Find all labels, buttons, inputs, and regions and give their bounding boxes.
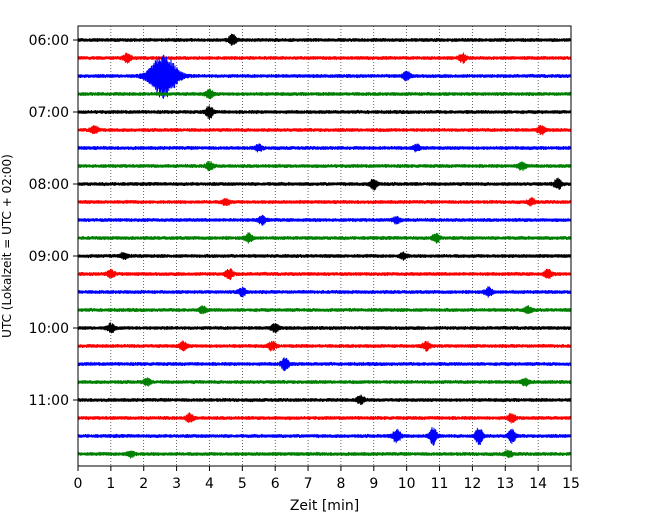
seismogram-trace bbox=[77, 232, 572, 244]
x-tick-label: 15 bbox=[562, 476, 580, 492]
seismogram-trace bbox=[77, 412, 572, 424]
grid-lines bbox=[110, 26, 539, 466]
y-tick-label: 11:00 bbox=[29, 393, 69, 409]
y-tick-label: 08:00 bbox=[29, 177, 69, 193]
x-tick-label: 8 bbox=[336, 476, 345, 492]
x-axis-ticks: 0 1 2 3 4 5 6 7 8 9 10 11 12 13 14 15 bbox=[74, 466, 580, 492]
x-tick-label: 5 bbox=[238, 476, 247, 492]
seismogram-trace bbox=[77, 124, 572, 136]
y-tick-label: 06:00 bbox=[29, 33, 69, 49]
seismogram-trace bbox=[77, 322, 572, 334]
seismogram-trace bbox=[77, 340, 572, 352]
seismogram-trace bbox=[77, 214, 572, 226]
seismogram-traces bbox=[77, 33, 572, 459]
x-tick-label: 1 bbox=[106, 476, 115, 492]
x-tick-label: 3 bbox=[172, 476, 181, 492]
x-axis-title: Zeit [min] bbox=[290, 498, 359, 514]
y-tick-label: 07:00 bbox=[29, 105, 69, 121]
seismogram-trace bbox=[77, 33, 572, 46]
seismogram-trace bbox=[77, 88, 572, 100]
seismogram-trace bbox=[77, 197, 572, 207]
x-tick-label: 7 bbox=[304, 476, 313, 492]
seismogram-trace bbox=[77, 143, 572, 153]
seismogram-trace bbox=[77, 160, 572, 172]
seismogram-trace bbox=[77, 377, 572, 387]
seismogram-trace bbox=[77, 177, 572, 191]
y-tick-label: 09:00 bbox=[29, 249, 69, 265]
seismogram-trace bbox=[77, 251, 572, 261]
plot-frame bbox=[77, 25, 572, 467]
seismogram-trace bbox=[77, 268, 572, 281]
seismogram-trace bbox=[77, 105, 572, 120]
x-tick-label: 9 bbox=[369, 476, 378, 492]
x-tick-label: 4 bbox=[205, 476, 214, 492]
x-tick-label: 13 bbox=[496, 476, 514, 492]
x-tick-label: 11 bbox=[431, 476, 449, 492]
x-tick-label: 2 bbox=[139, 476, 148, 492]
seismogram-trace bbox=[77, 427, 572, 446]
y-axis-title: UTC (Lokalzeit = UTC + 02:00) bbox=[0, 154, 14, 338]
y-axis-ticks: 06:00 07:00 08:00 09:00 10:00 11:00 bbox=[29, 33, 78, 409]
seismogram-trace bbox=[77, 305, 572, 315]
seismogram-trace bbox=[77, 52, 572, 64]
seismogram-trace bbox=[77, 286, 572, 298]
seismogram-trace bbox=[77, 449, 572, 459]
x-tick-label: 10 bbox=[398, 476, 416, 492]
y-tick-label: 10:00 bbox=[29, 321, 69, 337]
x-tick-label: 14 bbox=[529, 476, 547, 492]
x-tick-label: 6 bbox=[271, 476, 280, 492]
seismogram-trace bbox=[77, 394, 572, 405]
x-tick-label: 0 bbox=[74, 476, 83, 492]
x-tick-label: 12 bbox=[463, 476, 481, 492]
seismogram-trace bbox=[77, 357, 572, 372]
